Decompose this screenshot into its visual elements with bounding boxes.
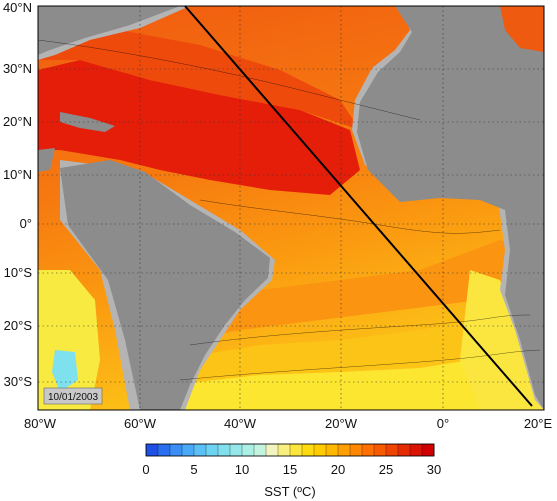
- colorbar-swatch: [169, 443, 183, 457]
- colorbar-swatch: [373, 443, 387, 457]
- lat-label-30n: 30°N: [3, 61, 32, 76]
- central-america-land: [38, 148, 55, 172]
- map-canvas: 10/01/2003: [38, 6, 544, 410]
- colorbar-swatch: [421, 443, 435, 457]
- lon-label-20e: 20°E: [524, 416, 553, 431]
- colorbar-swatch: [217, 443, 231, 457]
- south-yellow-band: [170, 355, 544, 410]
- lon-label-40w: 40°W: [224, 416, 257, 431]
- contour-line-south-2: [179, 349, 541, 381]
- south-america-land: [60, 160, 270, 410]
- colorbar: [145, 443, 435, 457]
- pacific-cool-patch: [52, 350, 78, 392]
- benguela-cool-zone: [460, 270, 544, 410]
- colorbar-swatch: [265, 443, 279, 457]
- lon-label-0: 0°: [437, 416, 449, 431]
- colorbar-swatch: [325, 443, 339, 457]
- africa-land: [357, 6, 544, 410]
- colorbar-ticks: 0 5 10 15 20 25 30: [142, 462, 441, 477]
- latitude-labels: 40°N 30°N 20°N 10°N 0° 10°S 20°S 30°S: [3, 0, 32, 389]
- colorbar-tick-10: 10: [235, 462, 249, 477]
- warm-pool-region: [38, 60, 360, 195]
- colorbar-tick-15: 15: [283, 462, 297, 477]
- colorbar-swatch: [361, 443, 375, 457]
- lat-label-10s: 10°S: [4, 265, 33, 280]
- lon-label-80w: 80°W: [24, 416, 57, 431]
- lat-label-30s: 30°S: [4, 374, 33, 389]
- map-frame: [37, 5, 545, 411]
- colorbar-title: SST (ºC): [264, 484, 315, 499]
- lon-label-60w: 60°W: [124, 416, 157, 431]
- colorbar-swatch: [277, 443, 291, 457]
- colorbar-swatch: [145, 443, 159, 457]
- lon-label-20w: 20°W: [325, 416, 358, 431]
- graticule: [38, 6, 544, 410]
- lat-label-40n: 40°N: [3, 0, 32, 15]
- lat-label-10n: 10°N: [3, 167, 32, 182]
- colorbar-swatch: [241, 443, 255, 457]
- lat-label-20s: 20°S: [4, 318, 33, 333]
- colorbar-tick-20: 20: [331, 462, 345, 477]
- colorbar-swatch: [313, 443, 327, 457]
- date-stamp: 10/01/2003: [48, 392, 98, 403]
- lat-label-20n: 20°N: [3, 114, 32, 129]
- colorbar-swatch: [385, 443, 399, 457]
- contour-line-north: [38, 39, 421, 121]
- colorbar-tick-0: 0: [142, 462, 149, 477]
- lat-label-0: 0°: [20, 216, 32, 231]
- colorbar-swatch: [289, 443, 303, 457]
- europe-warm-sea: [500, 6, 544, 52]
- longitude-labels: 80°W 60°W 40°W 20°W 0° 20°E: [24, 416, 552, 431]
- colorbar-swatch: [337, 443, 351, 457]
- north-warm-band: [38, 20, 360, 130]
- north-america-land: [38, 6, 180, 55]
- colorbar-swatch: [205, 443, 219, 457]
- colorbar-tick-25: 25: [379, 462, 393, 477]
- colorbar-swatch: [349, 443, 363, 457]
- colorbar-swatch: [181, 443, 195, 457]
- colorbar-swatch: [397, 443, 411, 457]
- contour-line-south: [189, 314, 531, 346]
- colorbar-swatch: [157, 443, 171, 457]
- colorbar-swatch: [409, 443, 423, 457]
- colorbar-swatch: [253, 443, 267, 457]
- colorbar-tick-30: 30: [427, 462, 441, 477]
- colorbar-swatch: [193, 443, 207, 457]
- colorbar-swatch: [301, 443, 315, 457]
- date-stamp-box: [43, 387, 103, 405]
- contour-line-equator: [199, 199, 501, 234]
- colorbar-tick-5: 5: [190, 462, 197, 477]
- colorbar-frame: [145, 443, 435, 457]
- colorbar-swatch: [229, 443, 243, 457]
- south-warm-band: [180, 240, 544, 340]
- ship-track-line: [184, 6, 533, 407]
